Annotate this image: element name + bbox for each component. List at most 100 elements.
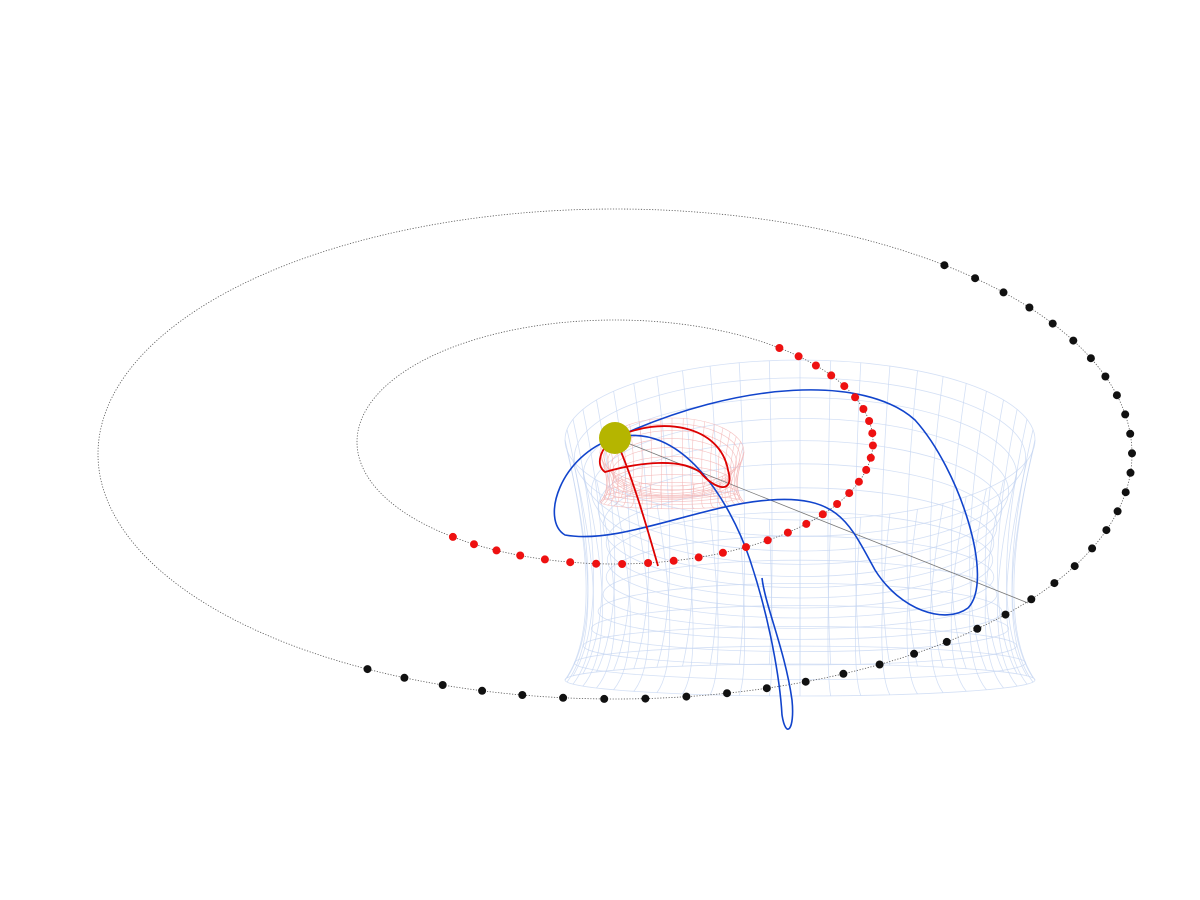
inner-halo-mesh-meridian [691, 419, 695, 496]
outer-halo-mesh-meridian [682, 370, 694, 667]
inner-orbit-marker [644, 559, 653, 567]
inner-halo-mesh-meridian [629, 479, 634, 508]
outer-orbit-marker [518, 691, 527, 699]
outer-halo-mesh-meridian [854, 517, 862, 696]
outer-orbit-marker [1126, 429, 1135, 438]
inner-orbit-marker [718, 548, 727, 557]
outer-orbit-marker [999, 288, 1008, 297]
outer-halo-mesh-meridian [738, 517, 746, 696]
outer-halo-mesh-meridian [613, 488, 631, 690]
outer-halo-mesh-meridian [633, 496, 650, 692]
outer-orbit-markers [363, 261, 1136, 703]
inner-orbit-marker [868, 441, 877, 450]
outer-orbit-marker [1070, 562, 1079, 571]
outer-orbit-marker [762, 684, 771, 693]
inner-halo-mesh-meridian [620, 475, 626, 508]
inner-orbit-marker [840, 382, 849, 391]
outer-halo-mesh-meridian [906, 370, 918, 667]
outer-halo-mesh-meridian [906, 509, 918, 695]
outer-halo-mesh-meridian [950, 383, 967, 669]
outer-orbit-marker [1102, 526, 1111, 535]
outer-halo-mesh-meridian [969, 488, 987, 690]
outer-halo-mesh-meridian [566, 429, 589, 679]
outer-halo-mesh-meridian [854, 362, 862, 665]
radial-line [614, 437, 1029, 604]
inner-orbit-marker [516, 551, 525, 560]
outer-orbit-marker [641, 694, 650, 703]
outer-halo-mesh-meridian [582, 470, 603, 687]
inner-orbit-marker [794, 352, 803, 361]
inner-orbit-marker [669, 556, 678, 565]
inner-orbit-marker [866, 453, 875, 462]
outer-halo-mesh [564, 359, 1036, 697]
outer-halo-mesh-meridian [656, 376, 671, 668]
outer-orbit-marker [1050, 579, 1059, 588]
inner-halo-mesh-meridian [613, 471, 620, 507]
outer-orbit-marker [1128, 449, 1136, 458]
inner-orbit-marker [862, 465, 871, 474]
inner-orbit-marker [833, 500, 842, 508]
outer-halo-mesh-meridian [1006, 460, 1028, 685]
inner-halo-mesh-meridian [649, 484, 653, 509]
inner-orbit-marker [865, 417, 874, 425]
outer-orbit-marker [1121, 488, 1130, 497]
outer-orbit-marker [363, 665, 372, 674]
inner-orbit-marker [802, 519, 811, 528]
outer-halo-mesh-meridian [1011, 429, 1034, 679]
inner-orbit-marker [818, 510, 827, 519]
outer-orbit-marker [875, 660, 884, 669]
inner-orbit-marker [492, 546, 501, 555]
outer-orbit-marker [478, 686, 487, 695]
inner-halo-mesh-meridian [718, 427, 724, 498]
outer-orbit-marker [1121, 410, 1130, 419]
outer-orbit-marker [1001, 610, 1010, 619]
inner-orbit-marker [540, 555, 549, 564]
outer-halo-mesh-meridian [564, 439, 587, 681]
outer-halo-mesh-meridian [827, 519, 832, 696]
outer-orbit-marker [801, 677, 810, 686]
outer-halo-mesh-meridian [969, 391, 987, 671]
inner-halo-mesh-meridian [691, 484, 695, 509]
inner-orbit-marker [783, 528, 792, 537]
outer-halo-mesh-meridian [881, 366, 891, 666]
inner-orbit-marker [470, 540, 478, 549]
outer-trajectory [553, 389, 979, 616]
inner-halo-mesh-meridian [730, 436, 737, 500]
outer-halo-mesh-meridian [656, 503, 671, 693]
inner-orbit-marker [775, 344, 784, 352]
outer-halo-mesh-meridian [572, 460, 594, 685]
outer-orbit-marker [1069, 336, 1078, 345]
outer-halo-mesh-meridian [929, 503, 944, 693]
outer-orbit-marker [559, 693, 568, 702]
outer-orbit-marker [1088, 544, 1097, 553]
outer-halo-mesh-meridian [827, 360, 832, 665]
outer-orbit-marker [1025, 303, 1034, 312]
inner-orbit-marker [566, 558, 575, 567]
inner-orbit-marker [618, 560, 627, 568]
outer-halo-mesh-meridian [984, 399, 1004, 673]
inner-orbit-marker [448, 532, 457, 541]
outer-orbit-marker [438, 681, 447, 689]
outer-orbit-marker [940, 261, 949, 270]
outer-halo-mesh-meridian [929, 376, 944, 668]
outer-orbit-marker [400, 673, 409, 682]
outer-orbit-marker [1027, 595, 1036, 604]
inner-halo-mesh-meridian [600, 446, 608, 502]
outer-orbit-marker [1048, 319, 1057, 328]
outer-halo-mesh-meridian [709, 513, 719, 695]
outer-orbit-marker [1113, 507, 1122, 516]
outer-halo-mesh-meridian [984, 479, 1004, 689]
inner-orbit-markers [448, 344, 877, 568]
outer-halo-mesh-meridian [582, 409, 603, 675]
inner-orbit-marker [811, 361, 820, 370]
outer-orbit-marker [1112, 391, 1121, 400]
outer-orbit-marker [971, 274, 980, 283]
inner-orbit-marker [694, 553, 703, 562]
inner-orbit-marker [854, 477, 863, 486]
inner-orbit-marker [859, 405, 868, 413]
outer-orbit-marker [910, 649, 919, 658]
outer-halo-mesh-meridian [682, 509, 694, 695]
inner-halo-mesh-meridian [724, 431, 731, 499]
outer-halo-mesh-meridian [1006, 419, 1028, 677]
